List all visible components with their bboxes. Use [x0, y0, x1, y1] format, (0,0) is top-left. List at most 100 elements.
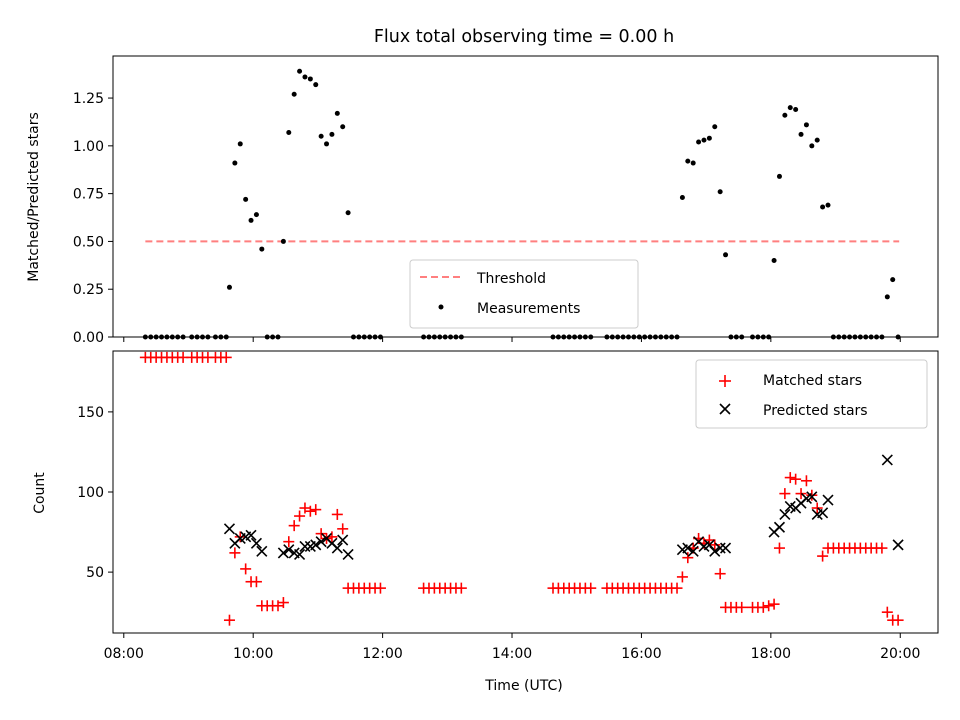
predicted-cross-b	[822, 494, 834, 506]
ratio-plot-frame	[112, 55, 939, 338]
count-data-layer	[139, 351, 904, 626]
measurement-point	[787, 105, 793, 111]
measurement-point	[307, 76, 313, 82]
count-axes: 08:00 10:00 12:00 14:00 16:00 18:00 20:00 50 100…	[77, 405, 920, 662]
matched-star-point	[784, 472, 796, 484]
predicted-cross-b	[315, 536, 327, 548]
measurement-point	[232, 160, 238, 166]
matched-star-point	[763, 600, 775, 612]
predicted-cross-b	[892, 539, 904, 551]
predicted-star-point	[331, 542, 343, 554]
ratio-legend: Threshold Measurements	[409, 259, 639, 329]
predicted-star-point	[709, 545, 721, 557]
predicted-star-point	[773, 521, 786, 533]
predicted-star-point	[806, 491, 818, 503]
matched-star-point	[315, 528, 327, 540]
measurement-point	[723, 252, 729, 258]
figure-title: Flux total observing time = 0.00 h	[374, 27, 674, 47]
matched-star-point	[671, 582, 683, 594]
predicted-star-point	[881, 454, 893, 466]
x-tick-label: 16:00	[621, 646, 661, 662]
matched-star-point	[234, 531, 246, 543]
x-tick-label: 12:00	[362, 646, 402, 662]
count-y-tick-label: 150	[77, 405, 104, 421]
measurement-point	[329, 131, 335, 137]
measurement-point	[776, 173, 782, 179]
predicted-star-point	[719, 542, 732, 554]
matched-star-point	[892, 614, 904, 626]
predicted-cross-b	[779, 508, 791, 520]
predicted-cross-b	[331, 542, 343, 554]
measurement-point	[798, 131, 804, 137]
measurement-point	[825, 202, 831, 208]
predicted-cross-b	[806, 491, 818, 503]
matched-star-point	[709, 539, 721, 551]
count-y-axis-label: Count	[32, 472, 48, 514]
measurements-legend-label: Measurements	[477, 301, 580, 317]
measurement-point	[782, 112, 788, 118]
ratio-y-tick-label: 1.00	[73, 139, 104, 155]
measurement-point	[226, 284, 232, 290]
predicted-cross-b	[256, 545, 268, 557]
predicted-star-point	[342, 548, 354, 561]
predicted-cross-b	[277, 547, 289, 559]
measurement-point	[803, 122, 809, 128]
matched-star-point	[294, 510, 306, 522]
matched-star-point	[455, 582, 467, 594]
predicted-star-point	[283, 544, 295, 556]
predicted-star-point	[245, 529, 257, 541]
predicted-cross-b	[310, 539, 322, 551]
predicted-star-point	[687, 545, 699, 557]
measurement-point	[302, 74, 308, 80]
ratio-legend-box	[409, 259, 639, 329]
predicted-star-point	[817, 507, 829, 519]
predicted-cross-b	[709, 545, 721, 557]
predicted-star-point	[822, 494, 834, 506]
count-y-tick-label: 100	[77, 485, 104, 501]
measurement-point	[701, 137, 707, 143]
predicted-cross-b	[288, 547, 300, 559]
matched-legend-swatch	[719, 375, 731, 387]
measurement-point	[345, 210, 351, 216]
predicted-cross-b	[773, 521, 786, 533]
measurement-point	[696, 139, 702, 145]
predicted-cross-b	[223, 523, 236, 535]
measurement-point	[685, 158, 691, 164]
measurement-point	[318, 133, 324, 139]
matched-star-point	[283, 536, 295, 548]
count-plot: 08:00 10:00 12:00 14:00 16:00 18:00 20:00 50 100…	[32, 350, 939, 694]
matched-star-point	[374, 582, 386, 594]
ratio-y-axis-label: Matched/Predicted stars	[26, 112, 42, 282]
ratio-y-tick-label: 1.25	[73, 91, 104, 107]
ratio-axes: 0.00 0.25 0.50 0.75 1.00 1.25	[73, 91, 901, 346]
measurement-point	[679, 194, 685, 200]
predicted-cross-b	[283, 544, 295, 556]
x-tick-label: 14:00	[492, 646, 532, 662]
measurement-point	[253, 212, 259, 218]
predicted-star-point	[310, 539, 322, 551]
predicted-cross-b	[687, 545, 699, 557]
matched-legend-label: Matched stars	[763, 373, 862, 389]
predicted-cross-b	[245, 529, 257, 541]
matched-star-point	[288, 520, 300, 532]
matched-star-point	[703, 534, 715, 546]
threshold-legend-label: Threshold	[476, 271, 546, 287]
predicted-star-point	[714, 542, 726, 554]
x-tick-label: 10:00	[233, 646, 273, 662]
measurement-point	[340, 124, 346, 130]
measurement-point	[259, 246, 265, 252]
measurement-point	[820, 204, 826, 210]
predicted-star-point	[250, 537, 262, 549]
measurement-point	[313, 82, 319, 88]
measurement-point	[809, 143, 815, 149]
matched-star-point	[304, 505, 316, 517]
predicted-star-point	[315, 536, 327, 548]
measurement-point	[334, 110, 340, 116]
predicted-star-point	[299, 540, 311, 553]
matched-star-point	[277, 597, 289, 609]
measurement-point	[243, 196, 249, 202]
matched-star-point	[779, 488, 791, 500]
matched-star-point	[768, 598, 780, 610]
measurement-point	[237, 141, 243, 147]
